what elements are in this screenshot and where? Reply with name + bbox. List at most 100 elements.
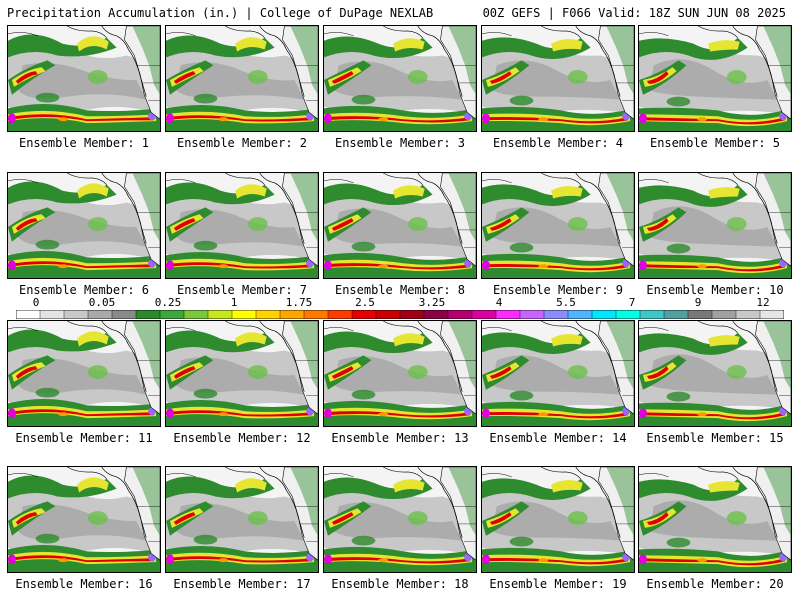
precip-map: [324, 467, 476, 572]
colorbar-segment: [232, 310, 257, 319]
ensemble-member-label: Ensemble Member: 8: [334, 283, 466, 297]
colorbar-tick-label: 0: [32, 296, 40, 309]
ensemble-map-panel: [323, 172, 477, 279]
precip-map: [324, 173, 476, 278]
precip-map: [166, 26, 318, 131]
precip-map: [482, 173, 634, 278]
run-info: 00Z GEFS | F066 Valid: 18Z SUN JUN 08 20…: [482, 6, 786, 20]
colorbar-segment: [304, 310, 329, 319]
ensemble-map-panel: [323, 320, 477, 427]
ensemble-member-label: Ensemble Member: 13: [331, 431, 469, 445]
precip-map: [482, 467, 634, 572]
colorbar-segment: [520, 310, 545, 319]
colorbar-tick-label: 0.25: [154, 296, 182, 309]
ensemble-member-label: Ensemble Member: 15: [646, 431, 784, 445]
ensemble-map-panel: [481, 25, 635, 132]
colorbar-segment: [280, 310, 305, 319]
ensemble-member-label: Ensemble Member: 5: [649, 136, 781, 150]
colorbar-segment: [352, 310, 377, 319]
precip-map: [8, 467, 160, 572]
ensemble-member-label: Ensemble Member: 12: [173, 431, 311, 445]
colorbar-segment: [160, 310, 185, 319]
colorbar-segment: [424, 310, 449, 319]
colorbar-segment: [616, 310, 641, 319]
colorbar-segment: [544, 310, 569, 319]
colorbar-tick-label: 4: [495, 296, 503, 309]
ensemble-member-label: Ensemble Member: 11: [15, 431, 153, 445]
colorbar-segment: [640, 310, 665, 319]
colorbar-tick-label: 1: [230, 296, 238, 309]
ensemble-member-label: Ensemble Member: 3: [334, 136, 466, 150]
colorbar-tick-label: 7: [628, 296, 636, 309]
chart-title: Precipitation Accumulation (in.) | Colle…: [7, 6, 434, 20]
colorbar-tick-label: 3.25: [418, 296, 446, 309]
ensemble-map-panel: [638, 25, 792, 132]
colorbar-segment: [664, 310, 689, 319]
ensemble-member-label: Ensemble Member: 6: [18, 283, 150, 297]
precip-map: [166, 321, 318, 426]
colorbar-segment: [496, 310, 521, 319]
ensemble-member-label: Ensemble Member: 16: [15, 577, 153, 591]
colorbar-segment: [40, 310, 65, 319]
ensemble-member-label: Ensemble Member: 1: [18, 136, 150, 150]
ensemble-map-panel: [638, 172, 792, 279]
ensemble-map-panel: [481, 466, 635, 573]
ensemble-map-panel: [7, 25, 161, 132]
precip-map: [324, 26, 476, 131]
colorbar-tick-label: 9: [694, 296, 702, 309]
ensemble-map-panel: [7, 466, 161, 573]
colorbar-tick-labels: 0 0.05 0.25 1 1.75 2.5 3.25 4 5.5 7 9 12: [0, 297, 800, 311]
colorbar-segment: [712, 310, 737, 319]
colorbar-segment: [184, 310, 209, 319]
precip-map: [482, 26, 634, 131]
precip-map: [639, 26, 791, 131]
precip-map: [639, 467, 791, 572]
colorbar-segment: [256, 310, 281, 319]
precip-map: [8, 26, 160, 131]
ensemble-member-label: Ensemble Member: 9: [492, 283, 624, 297]
precip-map: [8, 321, 160, 426]
colorbar-segment: [208, 310, 233, 319]
ensemble-map-panel: [7, 320, 161, 427]
ensemble-map-panel: [323, 466, 477, 573]
ensemble-member-label: Ensemble Member: 7: [176, 283, 308, 297]
precip-map: [166, 467, 318, 572]
colorbar-segment: [376, 310, 401, 319]
ensemble-member-label: Ensemble Member: 20: [646, 577, 784, 591]
ensemble-map-panel: [481, 320, 635, 427]
colorbar-tick-label: 12: [756, 296, 770, 309]
ensemble-member-label: Ensemble Member: 10: [646, 283, 784, 297]
precip-map: [482, 321, 634, 426]
ensemble-map-panel: [481, 172, 635, 279]
ensemble-member-label: Ensemble Member: 14: [489, 431, 627, 445]
colorbar-segment: [136, 310, 161, 319]
precip-map: [166, 173, 318, 278]
colorbar-segment: [16, 310, 41, 319]
ensemble-member-label: Ensemble Member: 18: [331, 577, 469, 591]
ensemble-member-label: Ensemble Member: 19: [489, 577, 627, 591]
colorbar-segment: [688, 310, 713, 319]
colorbar-segment: [64, 310, 89, 319]
colorbar-segment: [88, 310, 113, 319]
ensemble-map-panel: [165, 466, 319, 573]
precip-map: [8, 173, 160, 278]
ensemble-member-label: Ensemble Member: 17: [173, 577, 311, 591]
colorbar-segment: [328, 310, 353, 319]
ensemble-map-panel: [165, 172, 319, 279]
ensemble-map-panel: [165, 320, 319, 427]
ensemble-map-panel: [7, 172, 161, 279]
precip-map: [639, 321, 791, 426]
colorbar-tick-label: 1.75: [285, 296, 313, 309]
colorbar-segment: [112, 310, 137, 319]
colorbar-segment: [472, 310, 497, 319]
colorbar-tick-label: 2.5: [355, 296, 375, 309]
colorbar-segment: [736, 310, 761, 319]
colorbar-segment: [568, 310, 593, 319]
colorbar: [16, 310, 784, 319]
precip-map: [639, 173, 791, 278]
ensemble-map-panel: [165, 25, 319, 132]
precip-map: [324, 321, 476, 426]
ensemble-map-panel: [638, 466, 792, 573]
colorbar-tick-label: 5.5: [556, 296, 576, 309]
ensemble-map-panel: [323, 25, 477, 132]
